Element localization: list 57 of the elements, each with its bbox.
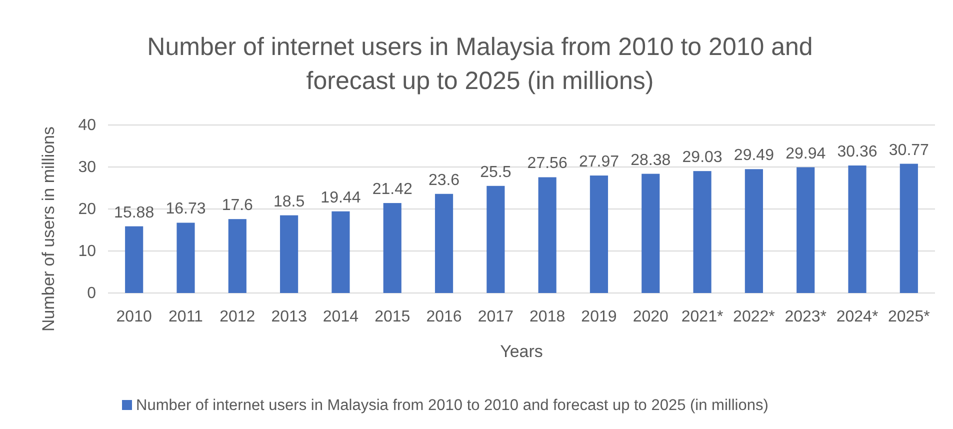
chart-title: Number of internet users in Malaysia from 2010 to 2010 and forecast up to 2025 (in millions) (147, 33, 813, 95)
x-tick-label: 2025* (888, 308, 930, 326)
x-tick-label: 2012 (220, 308, 256, 326)
data-label: 28.38 (630, 152, 671, 169)
bar (383, 203, 402, 293)
data-label: 30.36 (837, 143, 878, 160)
y-tick-label: 20 (78, 201, 96, 218)
data-label: 23.6 (428, 172, 460, 189)
x-tick-label: 2023* (784, 308, 827, 326)
data-label: 30.77 (888, 142, 930, 159)
x-tick-label: 2017 (478, 308, 514, 326)
bar (744, 169, 763, 293)
data-label: 27.56 (527, 155, 568, 172)
legend-label: Number of internet users in Malaysia from 2010 to 2010 and forecast up to 2025 (in millions) (136, 397, 768, 414)
x-axis-title: Years (500, 342, 543, 361)
data-label: 29.94 (786, 145, 826, 162)
x-tick-label: 2020 (632, 308, 669, 326)
bar (486, 186, 505, 293)
bar (280, 215, 298, 293)
bar (642, 174, 660, 293)
bar (332, 211, 350, 293)
x-tick-label: 2016 (426, 308, 462, 326)
y-axis-title: Number of users in millions (39, 126, 58, 332)
data-label: 17.6 (222, 197, 254, 214)
bar (228, 219, 246, 293)
x-tick-label: 2019 (581, 308, 617, 326)
y-tick-label: 0 (87, 285, 96, 302)
data-label: 29.49 (734, 147, 774, 164)
data-label: 27.97 (578, 154, 620, 171)
bar (538, 177, 556, 293)
bar (848, 165, 866, 293)
data-label: 18.5 (273, 193, 305, 210)
x-tick-label: 2022* (733, 308, 775, 326)
x-tick-label: 2013 (271, 308, 307, 326)
y-tick-label: 40 (78, 117, 96, 134)
x-tick-label: 2018 (530, 308, 566, 326)
bar (125, 226, 144, 293)
data-label: 19.44 (320, 189, 361, 206)
bar (434, 194, 454, 293)
bar (796, 167, 815, 293)
x-tick-label: 2015 (374, 308, 410, 326)
data-label: 16.73 (166, 200, 206, 218)
bar (590, 176, 608, 293)
x-tick-label: 2014 (322, 308, 359, 326)
bar (176, 222, 195, 293)
x-tick-label: 2011 (168, 308, 204, 326)
data-label: 25.5 (480, 164, 512, 181)
x-tick-label: 2024* (836, 308, 878, 326)
x-tick-label: 2010 (116, 308, 152, 326)
y-tick-label: 10 (78, 243, 96, 260)
data-label: 29.03 (682, 149, 722, 166)
x-tick-label: 2021* (681, 308, 724, 326)
y-tick-label: 30 (78, 159, 96, 176)
data-label: 21.42 (372, 181, 412, 198)
data-label: 15.88 (114, 204, 154, 222)
bar (900, 164, 918, 293)
bar (693, 171, 712, 293)
